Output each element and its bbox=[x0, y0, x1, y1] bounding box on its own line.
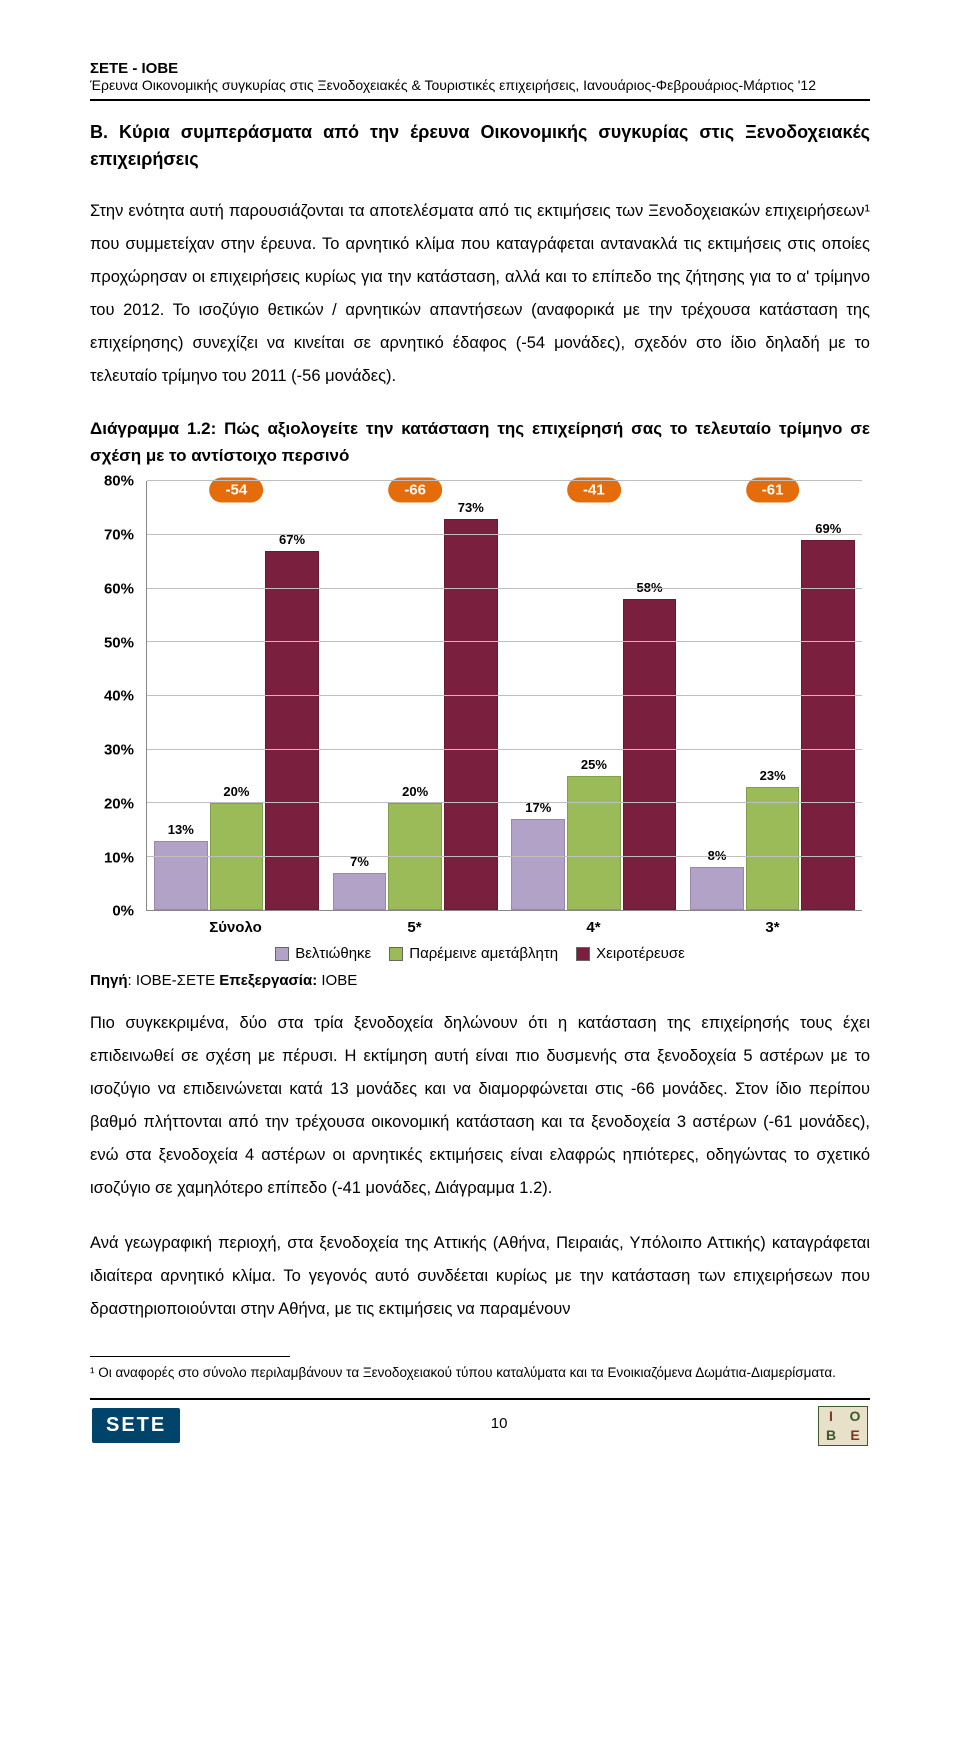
bar: 7% bbox=[333, 873, 387, 911]
bar: 73% bbox=[444, 519, 498, 910]
bars-row: 17%25%58% bbox=[505, 481, 684, 910]
bar-group: -4117%25%58% bbox=[505, 481, 684, 910]
paragraph-2: Πιο συγκεκριμένα, δύο στα τρία ξενοδοχεί… bbox=[90, 1007, 870, 1205]
chart-bar-groups: -5413%20%67%-667%20%73%-4117%25%58%-618%… bbox=[147, 481, 862, 910]
y-tick-label: 70% bbox=[104, 527, 134, 544]
footnote-separator bbox=[90, 1356, 290, 1357]
bar-group: -5413%20%67% bbox=[147, 481, 326, 910]
legend-item: Παρέμεινε αμετάβλητη bbox=[389, 945, 558, 962]
paragraph-3: Ανά γεωγραφική περιοχή, στα ξενοδοχεία τ… bbox=[90, 1227, 870, 1326]
y-tick-label: 60% bbox=[104, 580, 134, 597]
iobe-logo-o: O bbox=[843, 1407, 867, 1426]
y-tick-label: 20% bbox=[104, 795, 134, 812]
legend-label: Παρέμεινε αμετάβλητη bbox=[409, 945, 558, 962]
chart-title: Διάγραμμα 1.2: Πώς αξιολογείτε την κατάσ… bbox=[90, 415, 870, 469]
x-axis-label: 4* bbox=[504, 913, 683, 941]
bar-value-label: 25% bbox=[568, 757, 620, 772]
legend-swatch bbox=[275, 947, 289, 961]
bar-value-label: 13% bbox=[155, 822, 207, 837]
bar: 17% bbox=[511, 819, 565, 910]
bar-value-label: 23% bbox=[747, 768, 799, 783]
grid-line bbox=[147, 695, 862, 696]
bar-value-label: 20% bbox=[211, 784, 263, 799]
footnote-text: ¹ Οι αναφορές στο σύνολο περιλαμβάνουν τ… bbox=[90, 1363, 870, 1383]
x-axis-label: 5* bbox=[325, 913, 504, 941]
legend-swatch bbox=[389, 947, 403, 961]
bar: 13% bbox=[154, 841, 208, 911]
grid-line bbox=[147, 480, 862, 481]
source-proc-value: ΙΟΒΕ bbox=[317, 972, 357, 989]
iobe-logo-i: I bbox=[819, 1407, 843, 1426]
source-prefix-label: Πηγή bbox=[90, 972, 128, 989]
y-tick-label: 50% bbox=[104, 634, 134, 651]
bars-row: 13%20%67% bbox=[147, 481, 326, 910]
grid-line bbox=[147, 641, 862, 642]
bar: 23% bbox=[746, 787, 800, 910]
section-title: Β. Κύρια συμπεράσματα από την έρευνα Οικ… bbox=[90, 119, 870, 173]
bar-group: -618%23%69% bbox=[683, 481, 862, 910]
grid-line bbox=[147, 802, 862, 803]
legend-swatch bbox=[576, 947, 590, 961]
grid-line bbox=[147, 856, 862, 857]
iobe-logo-e: E bbox=[843, 1426, 867, 1445]
sete-logo: SETE bbox=[92, 1408, 180, 1443]
iobe-logo-b: B bbox=[819, 1426, 843, 1445]
iobe-logo: I O B E bbox=[818, 1406, 868, 1446]
grid-line bbox=[147, 588, 862, 589]
page-footer: SETE 10 I O B E bbox=[90, 1406, 870, 1446]
bars-row: 8%23%69% bbox=[683, 481, 862, 910]
y-tick-label: 0% bbox=[112, 903, 134, 920]
x-axis-label: Σύνολο bbox=[146, 913, 325, 941]
chart-legend: Βελτιώθηκε Παρέμεινε αμετάβλητη Χειροτέρευ… bbox=[90, 945, 870, 962]
bar: 58% bbox=[623, 599, 677, 910]
header-divider bbox=[90, 99, 870, 101]
bar: 20% bbox=[210, 803, 264, 910]
x-axis-label: 3* bbox=[683, 913, 862, 941]
bars-row: 7%20%73% bbox=[326, 481, 505, 910]
chart-x-labels: Σύνολο5*4*3* bbox=[146, 913, 862, 941]
legend-item: Χειροτέρευσε bbox=[576, 945, 685, 962]
source-prefix-value: : ΙΟΒΕ-ΣΕΤΕ bbox=[128, 972, 220, 989]
y-tick-label: 10% bbox=[104, 849, 134, 866]
source-proc-label: Επεξεργασία: bbox=[219, 972, 317, 989]
legend-label: Χειροτέρευσε bbox=[596, 945, 685, 962]
legend-label: Βελτιώθηκε bbox=[295, 945, 371, 962]
y-tick-label: 30% bbox=[104, 742, 134, 759]
bar-value-label: 73% bbox=[445, 500, 497, 515]
bar-value-label: 20% bbox=[389, 784, 441, 799]
chart-y-axis: 0%10%20%30%40%50%60%70%80% bbox=[90, 481, 140, 911]
paragraph-1: Στην ενότητα αυτή παρουσιάζονται τα αποτ… bbox=[90, 195, 870, 393]
y-tick-label: 40% bbox=[104, 688, 134, 705]
header-subtitle: Έρευνα Οικονομικής συγκυρίας στις Ξενοδο… bbox=[90, 77, 870, 93]
grid-line bbox=[147, 534, 862, 535]
footer-divider bbox=[90, 1398, 870, 1400]
chart-source-line: Πηγή: ΙΟΒΕ-ΣΕΤΕ Επεξεργασία: ΙΟΒΕ bbox=[90, 972, 870, 989]
header-org: ΣΕΤΕ - ΙΟΒΕ bbox=[90, 60, 870, 77]
bar: 20% bbox=[388, 803, 442, 910]
grid-line bbox=[147, 749, 862, 750]
chart-plot-area: -5413%20%67%-667%20%73%-4117%25%58%-618%… bbox=[146, 481, 862, 911]
chart: 0%10%20%30%40%50%60%70%80% -5413%20%67%-… bbox=[90, 481, 870, 962]
bar: 25% bbox=[567, 776, 621, 910]
y-tick-label: 80% bbox=[104, 473, 134, 490]
bar: 8% bbox=[690, 867, 744, 910]
bar-group: -667%20%73% bbox=[326, 481, 505, 910]
legend-item: Βελτιώθηκε bbox=[275, 945, 371, 962]
page-number: 10 bbox=[491, 1415, 508, 1432]
